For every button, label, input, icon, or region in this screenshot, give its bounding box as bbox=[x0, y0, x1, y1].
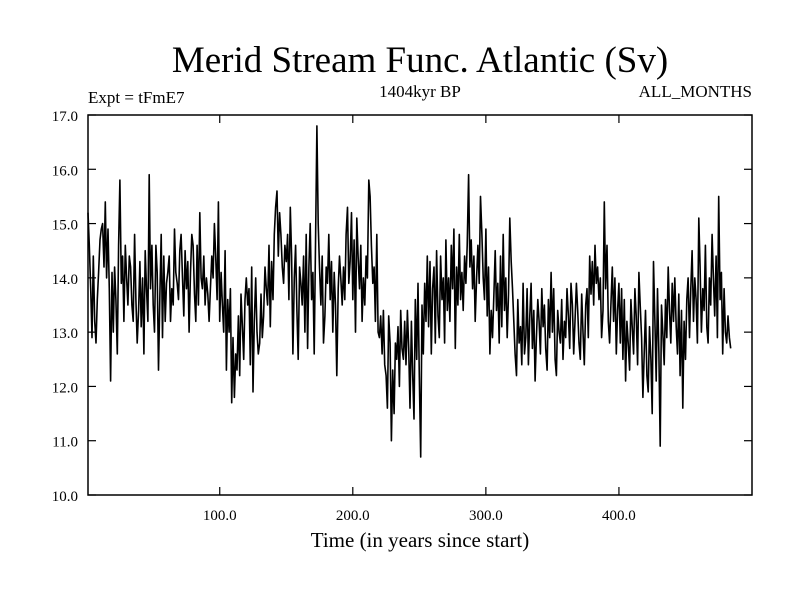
months-label: ALL_MONTHS bbox=[639, 82, 752, 101]
x-tick-label: 200.0 bbox=[336, 508, 370, 524]
y-tick-label: 13.0 bbox=[52, 326, 78, 342]
plot-frame bbox=[87, 114, 753, 496]
series-line bbox=[87, 125, 732, 458]
y-tick-label: 15.0 bbox=[52, 218, 78, 234]
x-tick-label: 100.0 bbox=[203, 508, 237, 524]
y-axis: 10.0 11.0 12.0 13.0 14.0 15.0 16.0 17.0 bbox=[52, 109, 752, 505]
x-axis: 100.0 200.0 300.0 400.0 bbox=[203, 115, 636, 524]
y-tick-label: 11.0 bbox=[52, 435, 78, 451]
y-tick-label: 10.0 bbox=[52, 489, 78, 505]
chart-title: Merid Stream Func. Atlantic (Sv) bbox=[172, 40, 668, 81]
y-tick-label: 17.0 bbox=[52, 109, 78, 125]
x-axis-label: Time (in years since start) bbox=[311, 528, 530, 552]
period-label: 1404kyr BP bbox=[379, 82, 461, 101]
x-tick-label: 300.0 bbox=[469, 508, 503, 524]
y-tick-label: 14.0 bbox=[52, 272, 78, 288]
experiment-label: Expt = tFmE7 bbox=[88, 88, 185, 107]
y-tick-label: 12.0 bbox=[52, 380, 78, 396]
y-tick-label: 16.0 bbox=[52, 163, 78, 179]
x-tick-label: 400.0 bbox=[602, 508, 636, 524]
